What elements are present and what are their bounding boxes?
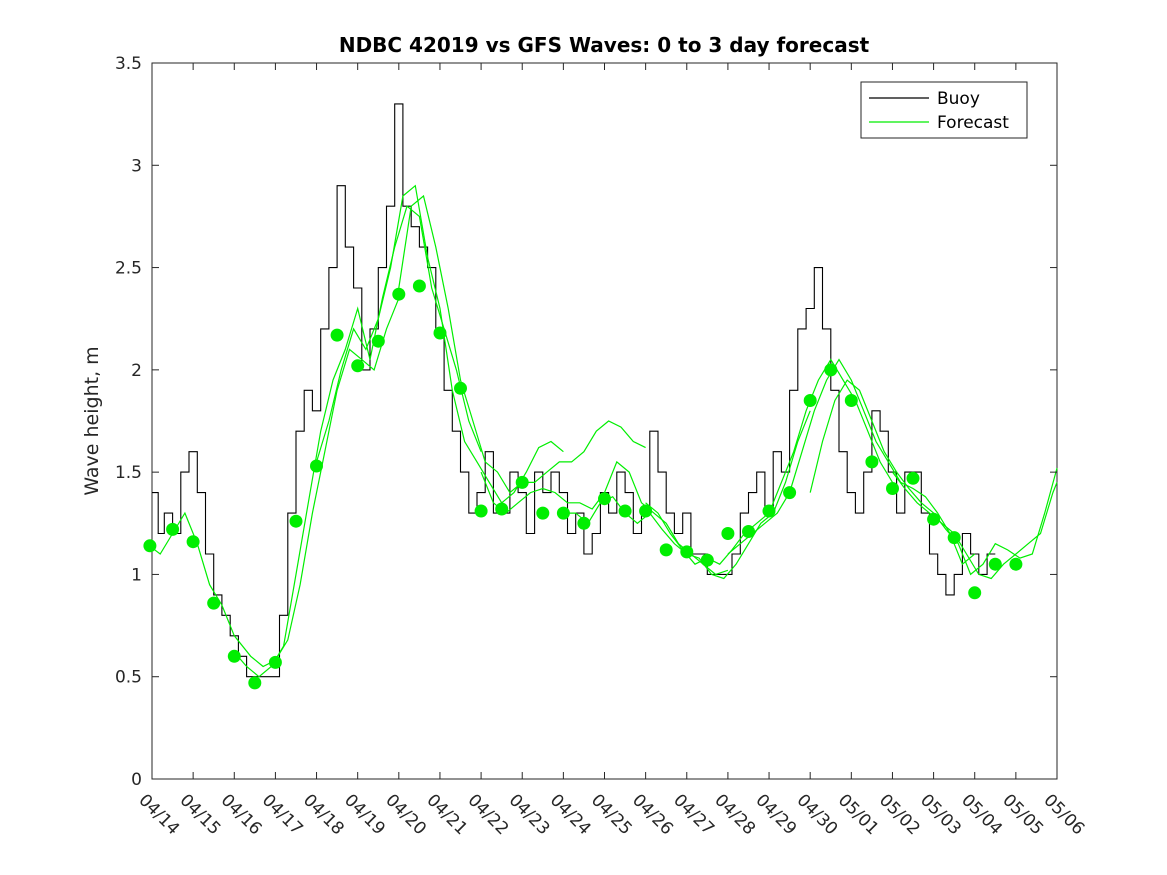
forecast-marker [742,525,755,538]
forecast-marker [906,471,920,485]
forecast-marker [618,504,632,518]
forecast-marker [289,514,303,528]
forecast-marker [556,506,570,520]
forecast-marker [166,522,180,536]
y-tick-label: 1 [131,565,142,585]
forecast-marker [762,504,776,518]
forecast-marker [1009,557,1023,571]
forecast-marker [886,482,899,495]
forecast-marker [824,363,838,377]
forecast-marker [433,326,447,340]
forecast-marker [248,676,262,690]
forecast-marker [143,539,157,553]
forecast-marker [947,531,961,545]
chart-title: NDBC 42019 vs GFS Waves: 0 to 3 day fore… [339,33,870,57]
y-tick-label: 0 [131,770,142,790]
forecast-marker [392,287,406,301]
buoy-series-line [152,103,996,678]
forecast-marker [927,512,941,526]
y-tick-label: 2.5 [115,259,142,279]
forecast-run-line-10 [892,471,1058,580]
forecast-marker [412,279,426,293]
y-tick-label: 3.5 [115,54,142,74]
forecast-marker [351,359,365,373]
forecast-marker [783,486,797,500]
y-tick-label: 1.5 [115,463,142,483]
forecast-marker [536,506,550,520]
y-tick-label: 3 [131,156,142,176]
forecast-marker [330,328,344,342]
legend-buoy-label: Buoy [937,89,980,109]
forecast-marker [680,545,694,559]
forecast-marker [968,586,982,600]
y-tick-label: 0.5 [115,668,142,688]
forecast-marker [371,334,385,348]
forecast-marker [721,527,735,540]
forecast-marker [227,649,241,663]
forecast-marker [598,492,611,506]
forecast-marker [577,516,591,530]
forecast-marker [495,502,509,516]
forecast-marker [207,596,221,610]
series-layer [143,103,1058,690]
plot-area [151,62,1058,780]
forecast-marker [803,394,817,407]
forecast-marker [268,655,282,669]
forecast-marker [700,553,714,567]
legend-box [860,81,1028,139]
forecast-marker [515,475,529,489]
forecast-marker [844,394,858,407]
forecast-marker [474,504,488,518]
forecast-marker [454,381,467,395]
forecast-marker [988,557,1002,571]
y-axis-label: Wave height, m [81,346,103,495]
forecast-marker [865,455,879,469]
forecast-marker [659,543,673,557]
forecast-marker [310,459,323,473]
legend-forecast-label: Forecast [937,113,1009,133]
legend: Buoy Forecast [860,81,1028,139]
forecast-marker [639,504,653,518]
forecast-marker [186,535,200,549]
y-tick-label: 2 [131,361,142,381]
forecast-run-line-8 [727,358,976,566]
